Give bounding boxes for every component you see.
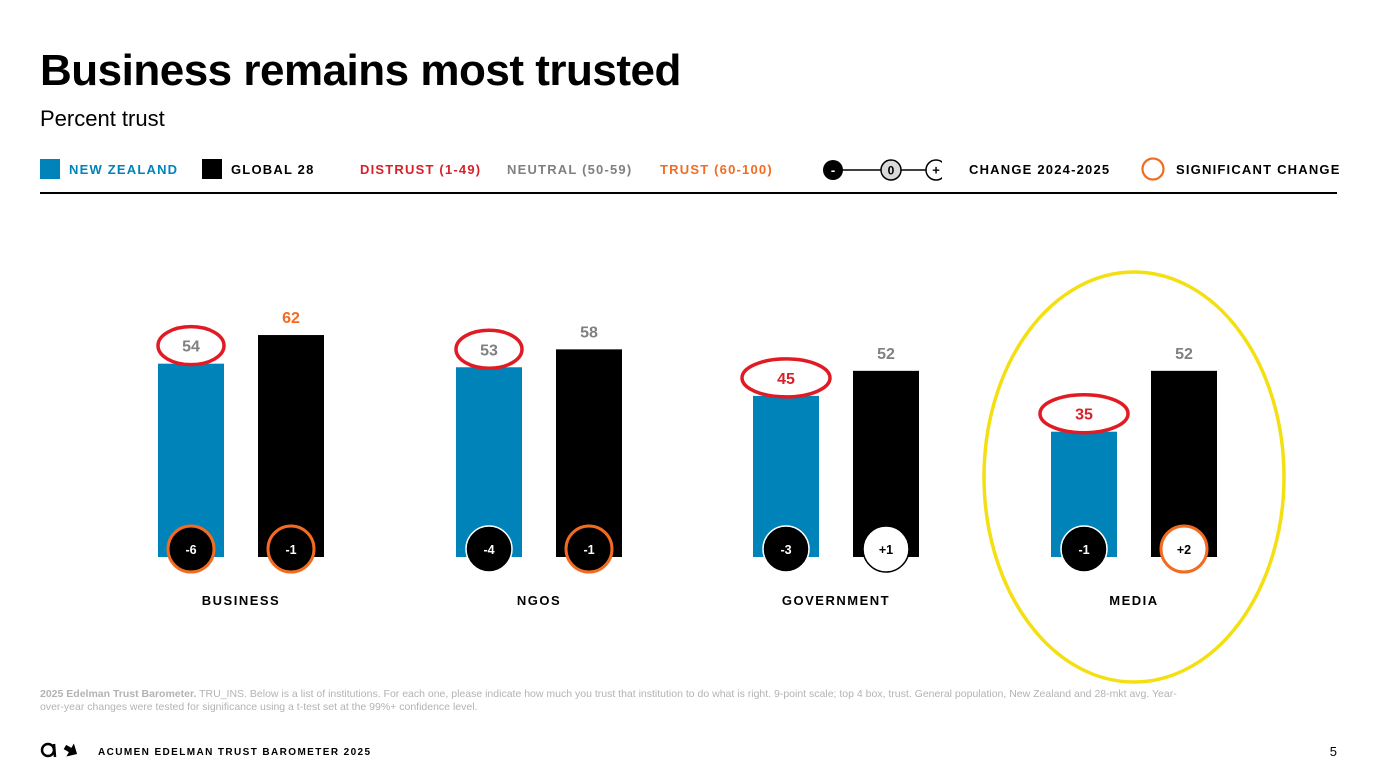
scale-plus-label: + (932, 163, 940, 178)
legend: NEW ZEALAND GLOBAL 28 DISTRUST (1-49) NE… (40, 157, 1339, 182)
value-label-ngos-nz: 53 (480, 342, 498, 359)
value-label-ngos-global: 58 (580, 324, 598, 341)
category-label-media: MEDIA (1109, 593, 1158, 608)
legend-new-zealand: NEW ZEALAND (40, 158, 178, 180)
footnote-source: 2025 Edelman Trust Barometer. (40, 688, 197, 700)
value-label-business-nz: 54 (182, 339, 200, 356)
value-label-media-global: 52 (1175, 346, 1193, 363)
page-title: Business remains most trusted (40, 46, 681, 95)
scale-minus-circle (823, 160, 843, 180)
change-scale-icon: - 0 + (823, 159, 942, 181)
legend-distrust: DISTRUST (1-49) (360, 161, 482, 177)
legend-neutral: NEUTRAL (50-59) (507, 161, 633, 177)
legend-significant-change: SIGNIFICANT CHANGE (1140, 157, 1341, 181)
header-divider (40, 192, 1337, 194)
category-label-business: BUSINESS (202, 593, 280, 608)
change-badge-business-global (266, 524, 316, 574)
legend-label-significant: SIGNIFICANT CHANGE (1176, 161, 1341, 177)
scale-minus-label: - (831, 163, 835, 178)
acumen-logo-icon (40, 742, 78, 758)
footnote-text: TRU_INS. Below is a list of institutions… (40, 688, 1177, 713)
legend-swatch-global (202, 159, 222, 179)
change-label-government-global: +1 (879, 543, 893, 557)
value-label-government-nz: 45 (777, 371, 795, 388)
change-badge-business-nz (166, 524, 216, 574)
annotation-circle-media-nz (1038, 392, 1130, 435)
annotation-circle-government-nz (740, 357, 832, 399)
bar-business-global (258, 335, 324, 557)
change-label-business-global: -1 (285, 543, 296, 557)
change-badge-government-nz (762, 525, 810, 573)
annotation-circle-business-nz (156, 324, 226, 367)
bar-ngos-global (556, 349, 622, 557)
annotation-circle-ngos-nz (454, 328, 524, 371)
change-badge-ngos-global (564, 524, 614, 574)
change-label-ngos-global: -1 (583, 543, 594, 557)
change-badge-ngos-nz (465, 525, 513, 573)
value-label-business-global: 62 (282, 310, 300, 327)
category-label-ngos: NGOS (517, 593, 561, 608)
legend-change: CHANGE 2024-2025 (969, 161, 1111, 177)
change-label-media-global: +2 (1177, 543, 1191, 557)
change-badge-media-nz (1060, 525, 1108, 573)
scale-zero-circle (880, 159, 902, 181)
trust-bar-chart: 54 -6 62 -1 BUSINESS 53 -4 58 -1 NGOS 45 -3 52 +1 GOVE… (156, 270, 1286, 684)
page-number: 5 (1329, 744, 1337, 759)
change-label-ngos-nz: -4 (483, 543, 494, 557)
page-subtitle: Percent trust (40, 106, 165, 131)
scale-zero-label: 0 (888, 164, 895, 178)
legend-label-nz: NEW ZEALAND (69, 161, 179, 177)
highlight-oval-media (982, 270, 1286, 684)
change-badge-media-global (1159, 524, 1209, 574)
value-label-media-nz: 35 (1075, 407, 1093, 424)
legend-label-global: GLOBAL 28 (231, 161, 315, 177)
footer-brand: ACUMEN EDELMAN TRUST BAROMETER 2025 (98, 747, 372, 758)
footnote: 2025 Edelman Trust Barometer. TRU_INS. B… (40, 688, 1180, 714)
significant-ring-icon (1141, 157, 1165, 181)
category-label-government: GOVERNMENT (782, 593, 890, 608)
legend-swatch-nz (40, 159, 60, 179)
legend-global-28: GLOBAL 28 (202, 158, 315, 180)
legend-trust: TRUST (60-100) (660, 161, 773, 177)
change-label-government-nz: -3 (780, 543, 791, 557)
scale-plus-circle (925, 159, 942, 181)
change-label-media-nz: -1 (1078, 543, 1089, 557)
change-label-business-nz: -6 (185, 543, 196, 557)
value-label-government-global: 52 (877, 346, 895, 363)
change-badge-government-global (862, 525, 910, 573)
